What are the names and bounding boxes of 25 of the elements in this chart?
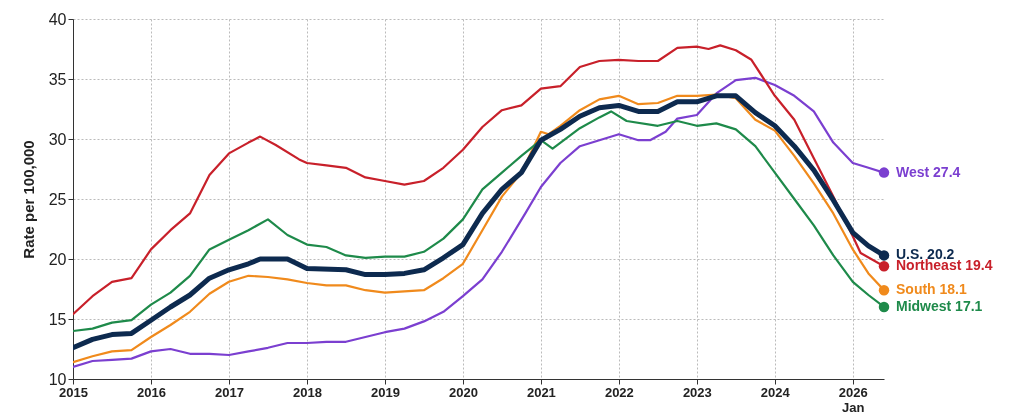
- text: Midwest 17.1: [896, 298, 983, 314]
- point: [878, 167, 890, 178]
- y-tick-label: 25: [48, 190, 67, 208]
- point: [878, 260, 890, 272]
- x-tick-label: 2023: [682, 384, 712, 400]
- point: [878, 250, 890, 261]
- y-tick-label: 15: [48, 310, 67, 328]
- y-tick-label: 20: [48, 250, 67, 268]
- x-tick-label: 2017: [215, 384, 244, 400]
- point: [878, 301, 890, 313]
- y-tick-label: 30: [48, 130, 67, 148]
- text: West 27.4: [896, 163, 961, 180]
- point: [878, 284, 890, 296]
- text: South 18.1: [896, 281, 968, 298]
- x-tick-label: 2020: [448, 384, 478, 400]
- x-tick-label: 2021: [526, 384, 556, 400]
- x-tick-label: 2026 Jan: [838, 384, 868, 415]
- x-tick-label: 2016: [137, 384, 166, 400]
- x-tick-label: 2019: [370, 384, 400, 400]
- y-axis-title: Rate per 100,000: [19, 140, 37, 259]
- x-tick-label: 2022: [604, 384, 634, 400]
- y-tick-label: 35: [48, 70, 67, 88]
- y-tick-label: 40: [48, 10, 67, 28]
- x-tick-label: 2024: [760, 384, 791, 400]
- x-tick-label: 2018: [292, 384, 322, 400]
